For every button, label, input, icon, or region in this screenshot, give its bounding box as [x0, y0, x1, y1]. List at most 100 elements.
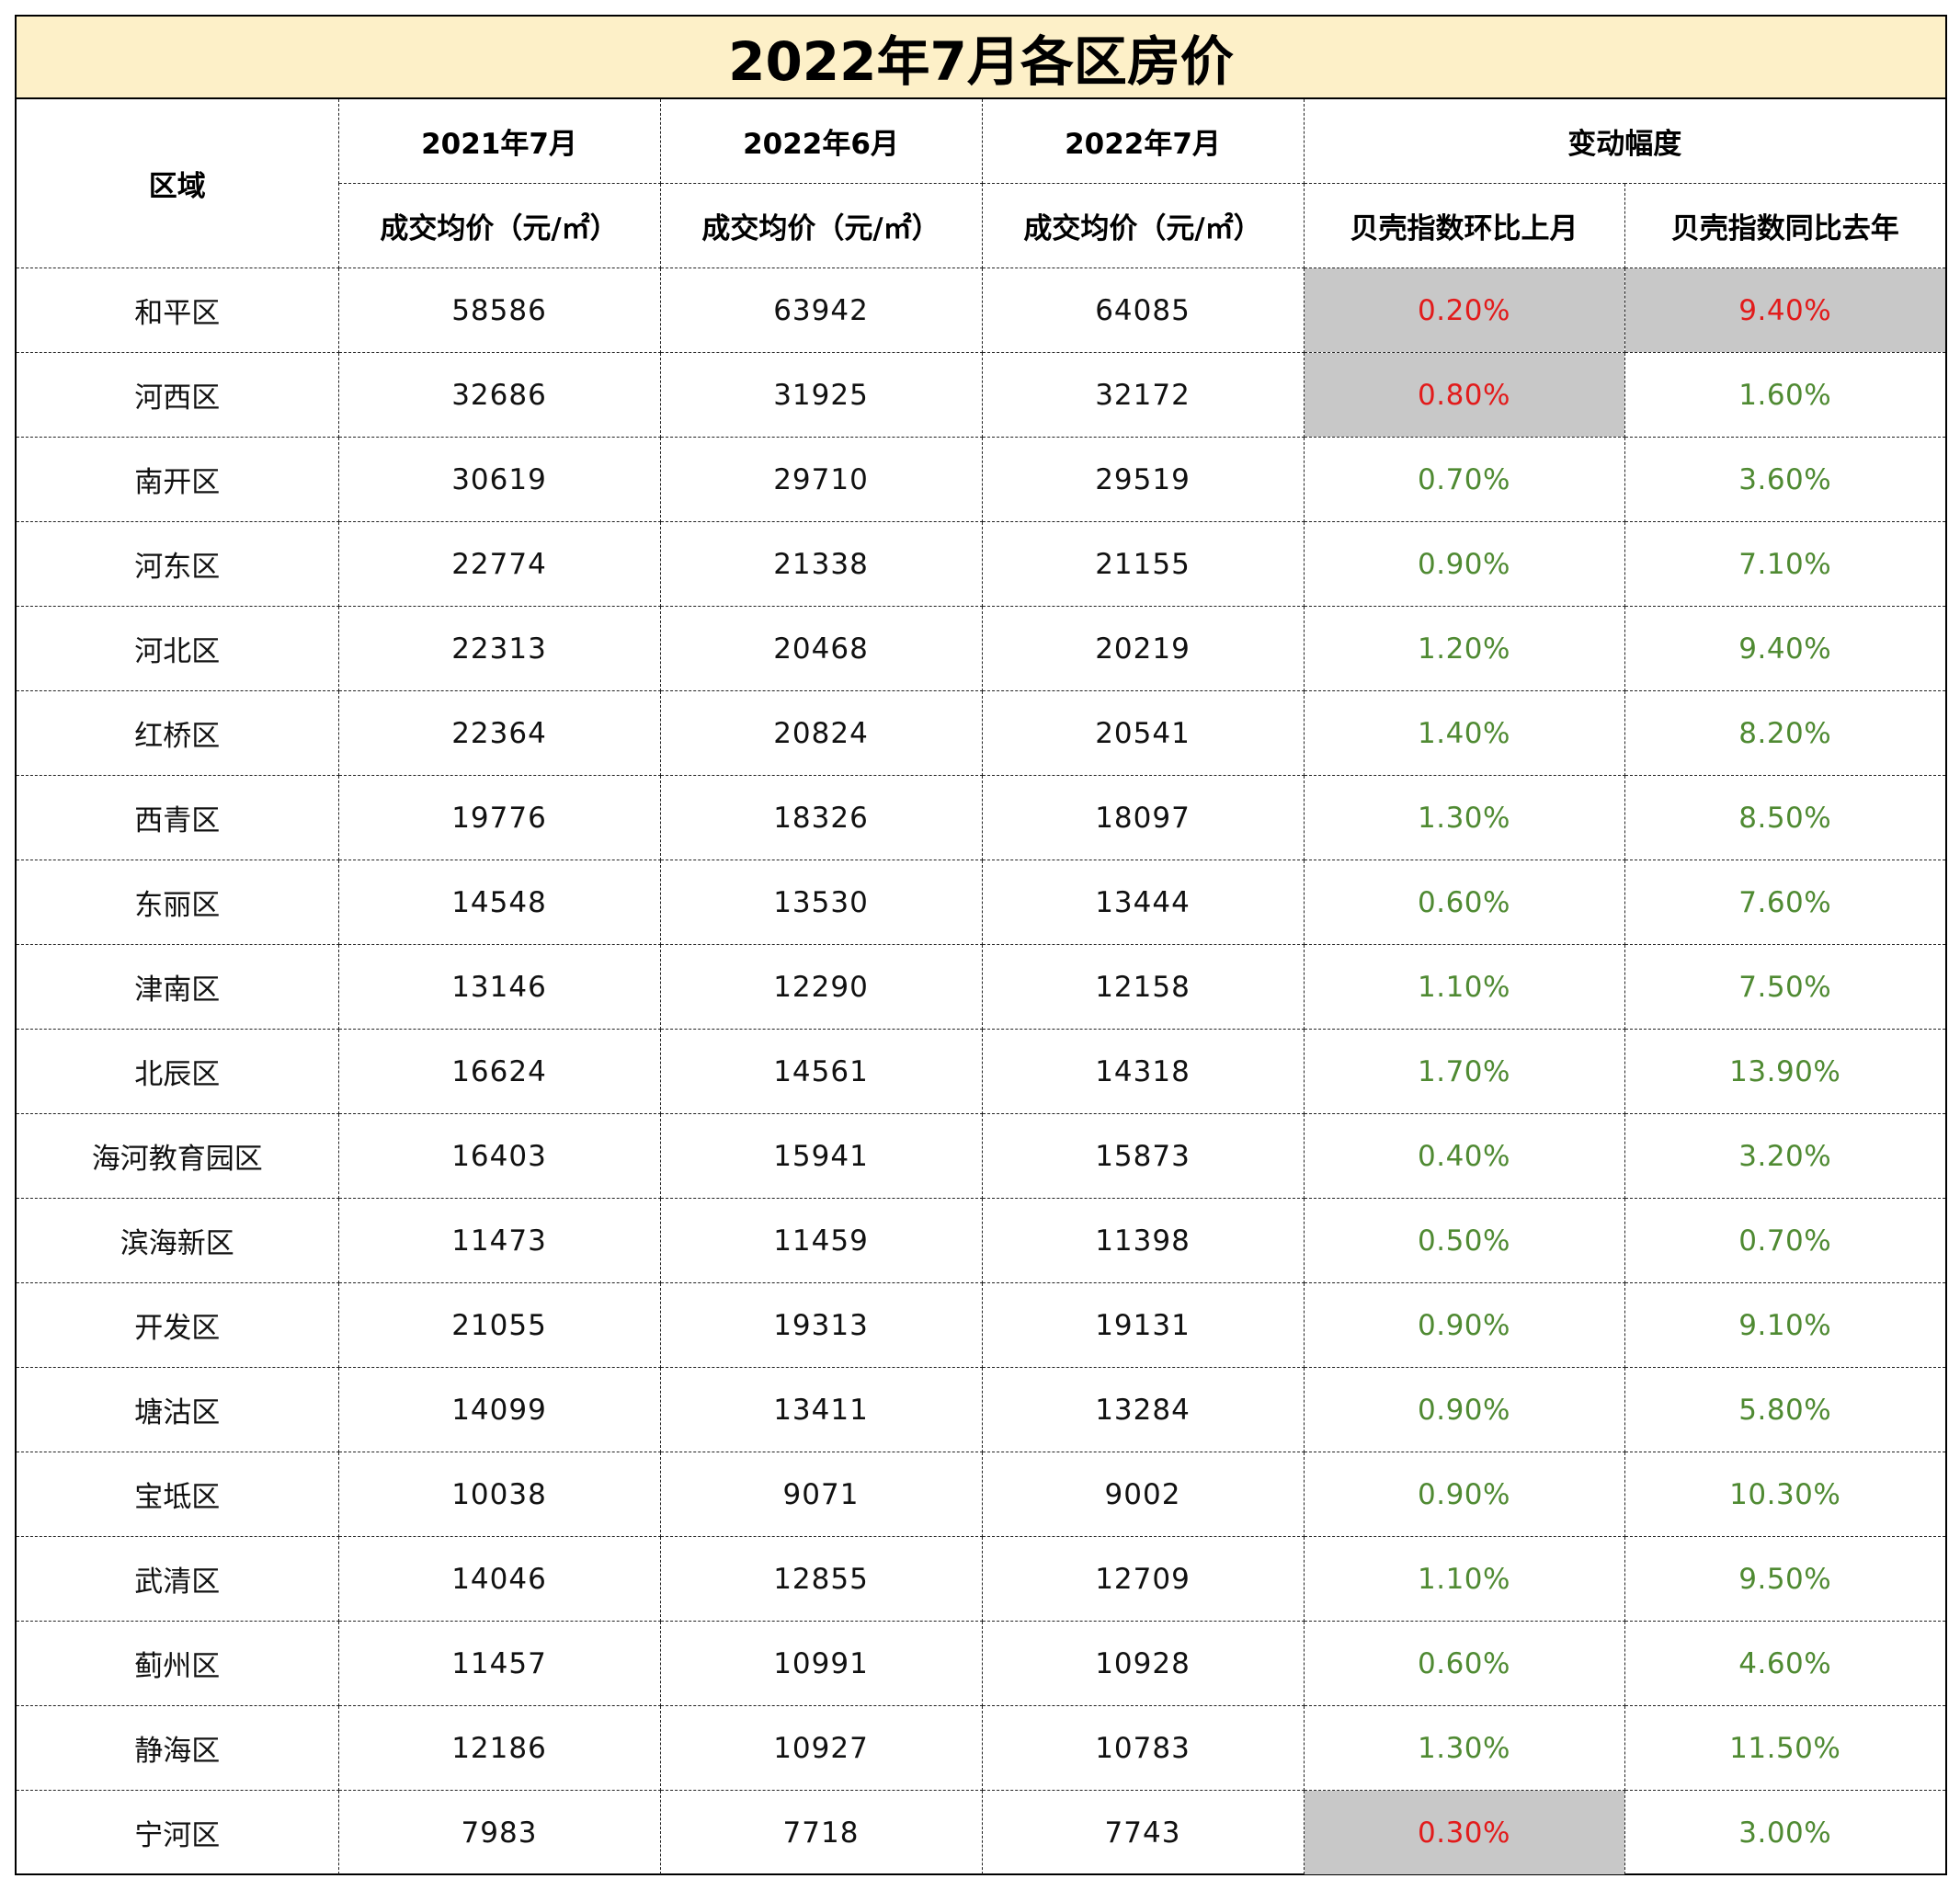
price-2022-06-cell: 13530 [659, 860, 983, 945]
price-2021-07-cell: 13146 [337, 944, 661, 1030]
price-2022-07-cell: 9002 [981, 1452, 1305, 1537]
table-row: 河东区 22774 21338 21155 0.90% 7.10% [17, 521, 1945, 607]
mom-change-cell: 1.40% [1303, 690, 1625, 776]
table-row: 河西区 32686 31925 32172 0.80% 1.60% [17, 352, 1945, 438]
price-2022-07-cell: 29519 [981, 437, 1305, 522]
yoy-change-cell: 11.50% [1624, 1705, 1945, 1791]
price-2021-07-cell: 22313 [337, 606, 661, 691]
mom-change-cell: 1.10% [1303, 1536, 1625, 1622]
price-2022-06-cell: 31925 [659, 352, 983, 438]
price-table-frame: 2022年7月各区房价 区域 2021年7月 2022年6月 2022年7月 变… [15, 15, 1947, 1875]
mom-change-cell: 1.30% [1303, 775, 1625, 860]
region-cell: 红桥区 [17, 690, 339, 776]
mom-change-cell: 0.50% [1303, 1198, 1625, 1283]
price-2021-07-cell: 19776 [337, 775, 661, 860]
mom-change-cell: 0.90% [1303, 1367, 1625, 1452]
header-avg-price-2022-06: 成交均价（元/㎡） [659, 183, 983, 268]
price-2022-06-cell: 12855 [659, 1536, 983, 1622]
yoy-change-cell: 8.50% [1624, 775, 1945, 860]
price-2022-06-cell: 63942 [659, 268, 983, 353]
price-2022-07-cell: 14318 [981, 1029, 1305, 1114]
price-2022-06-cell: 20824 [659, 690, 983, 776]
price-2021-07-cell: 32686 [337, 352, 661, 438]
price-2021-07-cell: 16624 [337, 1029, 661, 1114]
table-row: 武清区 14046 12855 12709 1.10% 9.50% [17, 1536, 1945, 1622]
table-row: 宁河区 7983 7718 7743 0.30% 3.00% [17, 1790, 1945, 1874]
table-row: 津南区 13146 12290 12158 1.10% 7.50% [17, 944, 1945, 1030]
price-2022-06-cell: 13411 [659, 1367, 983, 1452]
price-table: 区域 2021年7月 2022年6月 2022年7月 变动幅度 成交均价（元/㎡… [17, 99, 1945, 1874]
price-2022-06-cell: 18326 [659, 775, 983, 860]
price-2022-06-cell: 19313 [659, 1282, 983, 1368]
yoy-change-cell: 1.60% [1624, 352, 1945, 438]
region-cell: 宝坻区 [17, 1452, 339, 1537]
price-2021-07-cell: 58586 [337, 268, 661, 353]
yoy-change-cell: 13.90% [1624, 1029, 1945, 1114]
header-row-1: 区域 2021年7月 2022年6月 2022年7月 变动幅度 [17, 99, 1945, 268]
region-cell: 河西区 [17, 352, 339, 438]
region-cell: 塘沽区 [17, 1367, 339, 1452]
yoy-change-cell: 7.50% [1624, 944, 1945, 1030]
price-2021-07-cell: 21055 [337, 1282, 661, 1368]
region-cell: 滨海新区 [17, 1198, 339, 1283]
price-2021-07-cell: 22774 [337, 521, 661, 607]
mom-change-cell: 0.60% [1303, 1621, 1625, 1706]
price-2022-06-cell: 12290 [659, 944, 983, 1030]
price-2021-07-cell: 14548 [337, 860, 661, 945]
header-mom: 贝壳指数环比上月 [1303, 183, 1625, 268]
yoy-change-cell: 10.30% [1624, 1452, 1945, 1537]
region-cell: 和平区 [17, 268, 339, 353]
price-2022-06-cell: 20468 [659, 606, 983, 691]
yoy-change-cell: 8.20% [1624, 690, 1945, 776]
table-row: 东丽区 14548 13530 13444 0.60% 7.60% [17, 860, 1945, 945]
price-2022-07-cell: 19131 [981, 1282, 1305, 1368]
mom-change-cell: 1.30% [1303, 1705, 1625, 1791]
region-cell: 静海区 [17, 1705, 339, 1791]
table-row: 南开区 30619 29710 29519 0.70% 3.60% [17, 437, 1945, 522]
region-cell: 北辰区 [17, 1029, 339, 1114]
table-row: 滨海新区 11473 11459 11398 0.50% 0.70% [17, 1198, 1945, 1283]
price-2022-07-cell: 64085 [981, 268, 1305, 353]
header-2022-07: 2022年7月 [981, 99, 1305, 184]
yoy-change-cell: 3.60% [1624, 437, 1945, 522]
price-2021-07-cell: 22364 [337, 690, 661, 776]
price-2021-07-cell: 14099 [337, 1367, 661, 1452]
price-2021-07-cell: 30619 [337, 437, 661, 522]
price-2021-07-cell: 10038 [337, 1452, 661, 1537]
mom-change-cell: 1.70% [1303, 1029, 1625, 1114]
price-2022-06-cell: 21338 [659, 521, 983, 607]
table-row: 开发区 21055 19313 19131 0.90% 9.10% [17, 1282, 1945, 1368]
region-cell: 津南区 [17, 944, 339, 1030]
price-2022-06-cell: 14561 [659, 1029, 983, 1114]
mom-change-cell: 0.60% [1303, 860, 1625, 945]
yoy-change-cell: 3.20% [1624, 1113, 1945, 1199]
price-2021-07-cell: 7983 [337, 1790, 661, 1874]
price-2022-06-cell: 10927 [659, 1705, 983, 1791]
price-2022-07-cell: 20541 [981, 690, 1305, 776]
price-2022-07-cell: 11398 [981, 1198, 1305, 1283]
table-title: 2022年7月各区房价 [17, 17, 1945, 99]
price-2022-06-cell: 15941 [659, 1113, 983, 1199]
mom-change-cell: 0.40% [1303, 1113, 1625, 1199]
table-row: 和平区 58586 63942 64085 0.20% 9.40% [17, 268, 1945, 353]
price-2022-07-cell: 7743 [981, 1790, 1305, 1874]
yoy-change-cell: 7.10% [1624, 521, 1945, 607]
table-row: 红桥区 22364 20824 20541 1.40% 8.20% [17, 690, 1945, 776]
price-2022-07-cell: 15873 [981, 1113, 1305, 1199]
header-row-2: 成交均价（元/㎡） 成交均价（元/㎡） 成交均价（元/㎡） 贝壳指数环比上月 贝… [17, 183, 1945, 268]
region-cell: 河东区 [17, 521, 339, 607]
price-2022-07-cell: 12158 [981, 944, 1305, 1030]
yoy-change-cell: 4.60% [1624, 1621, 1945, 1706]
mom-change-cell: 0.90% [1303, 521, 1625, 607]
yoy-change-cell: 7.60% [1624, 860, 1945, 945]
yoy-change-cell: 9.10% [1624, 1282, 1945, 1368]
yoy-change-cell: 3.00% [1624, 1790, 1945, 1874]
price-2022-07-cell: 12709 [981, 1536, 1305, 1622]
yoy-change-cell: 9.40% [1624, 606, 1945, 691]
price-2022-06-cell: 10991 [659, 1621, 983, 1706]
mom-change-cell: 0.30% [1303, 1790, 1625, 1874]
table-row: 静海区 12186 10927 10783 1.30% 11.50% [17, 1705, 1945, 1791]
header-2022-06: 2022年6月 [659, 99, 983, 184]
yoy-change-cell: 5.80% [1624, 1367, 1945, 1452]
price-2021-07-cell: 12186 [337, 1705, 661, 1791]
